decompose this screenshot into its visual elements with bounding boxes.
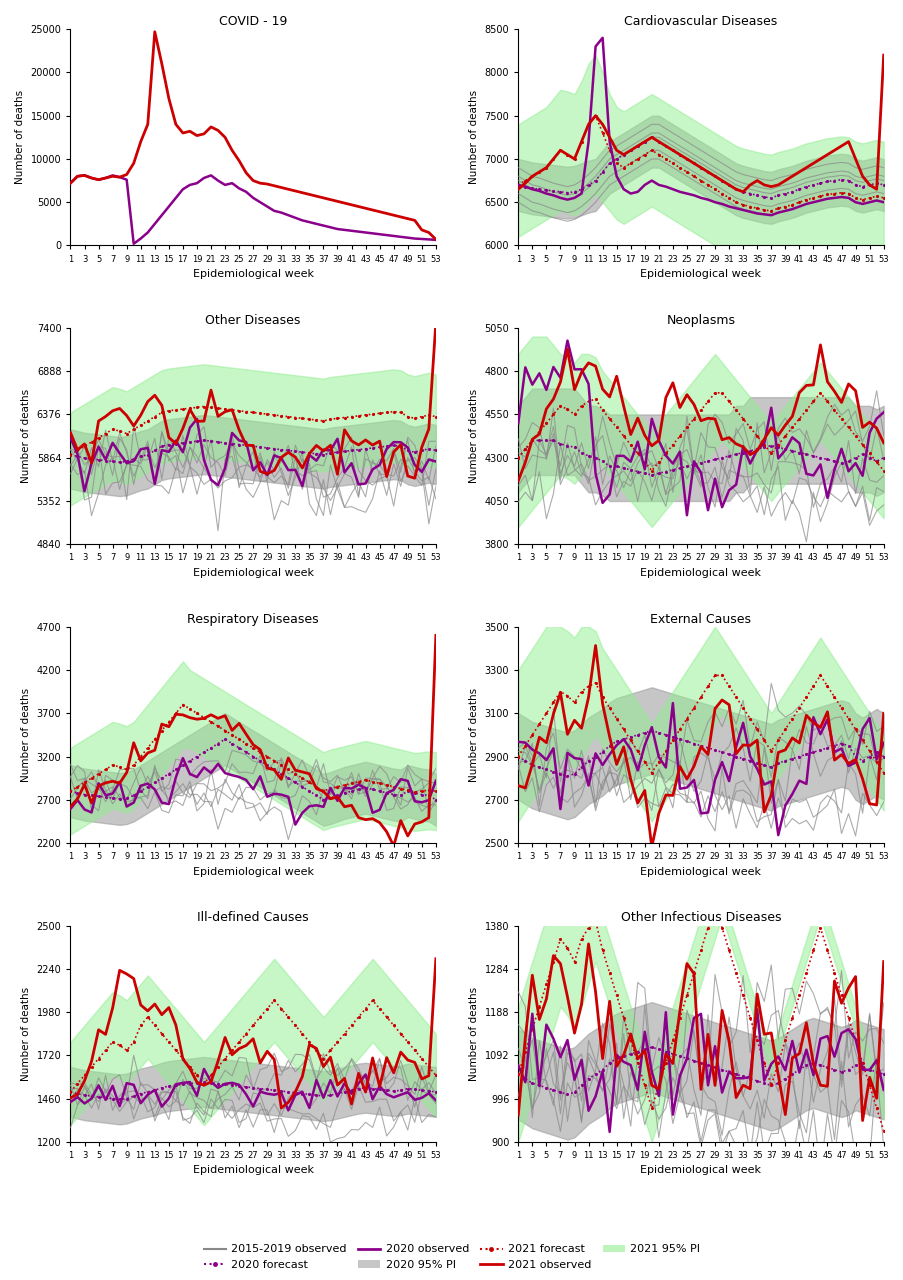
Title: Cardiovascular Diseases: Cardiovascular Diseases (624, 15, 777, 28)
X-axis label: Epidemiological week: Epidemiological week (192, 269, 313, 279)
X-axis label: Epidemiological week: Epidemiological week (192, 1165, 313, 1175)
X-axis label: Epidemiological week: Epidemiological week (640, 568, 760, 577)
Y-axis label: Number of deaths: Number of deaths (21, 687, 31, 782)
Title: Neoplasms: Neoplasms (666, 314, 735, 326)
Title: Other Infectious Diseases: Other Infectious Diseases (620, 911, 780, 924)
X-axis label: Epidemiological week: Epidemiological week (640, 867, 760, 877)
X-axis label: Epidemiological week: Epidemiological week (192, 568, 313, 577)
Y-axis label: Number of deaths: Number of deaths (469, 91, 479, 184)
Y-axis label: Number of deaths: Number of deaths (21, 389, 31, 483)
Title: Other Diseases: Other Diseases (205, 314, 301, 326)
Title: Respiratory Diseases: Respiratory Diseases (187, 613, 319, 626)
Y-axis label: Number of deaths: Number of deaths (21, 987, 31, 1080)
Legend: 2015-2019 observed, 2020 forecast, 2020 observed, 2020 95% PI, 2021 forecast, 20: 2015-2019 observed, 2020 forecast, 2020 … (199, 1240, 704, 1275)
Title: COVID - 19: COVID - 19 (219, 15, 287, 28)
Y-axis label: Number of deaths: Number of deaths (469, 987, 479, 1080)
Y-axis label: Number of deaths: Number of deaths (469, 389, 479, 483)
Y-axis label: Number of deaths: Number of deaths (469, 687, 479, 782)
X-axis label: Epidemiological week: Epidemiological week (640, 269, 760, 279)
Title: Ill-defined Causes: Ill-defined Causes (197, 911, 309, 924)
X-axis label: Epidemiological week: Epidemiological week (640, 1165, 760, 1175)
Title: External Causes: External Causes (650, 613, 750, 626)
X-axis label: Epidemiological week: Epidemiological week (192, 867, 313, 877)
Y-axis label: Number of deaths: Number of deaths (15, 91, 25, 184)
